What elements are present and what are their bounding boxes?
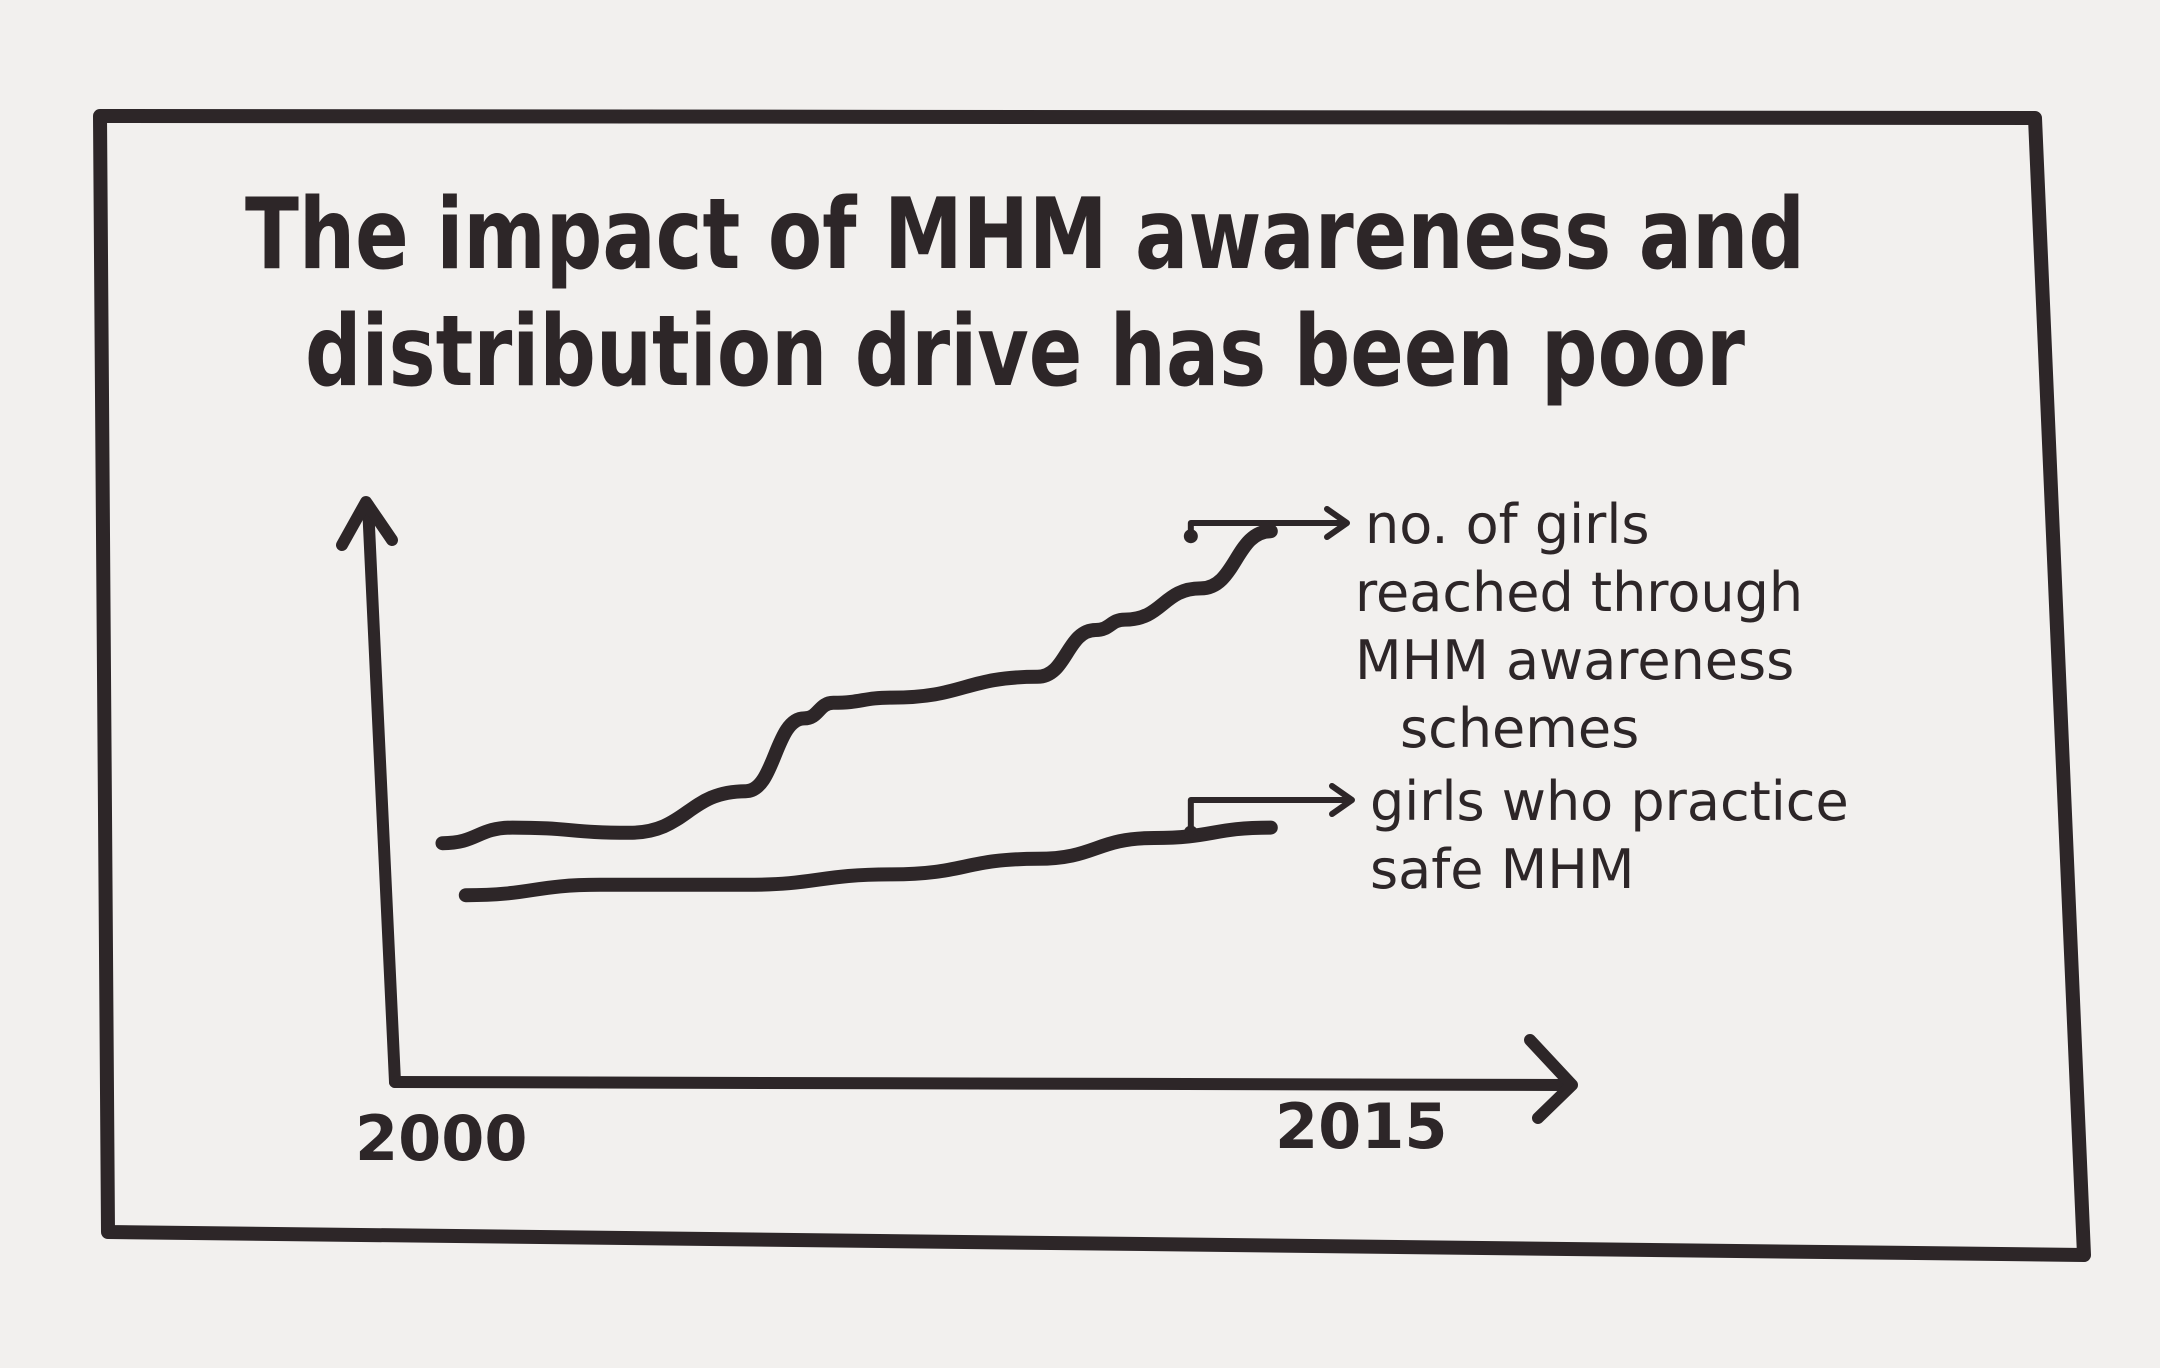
y-axis bbox=[362, 499, 401, 1088]
series-label-2-line-1: girls who practice bbox=[1370, 770, 1849, 833]
x-tick-label-2015: 2015 bbox=[1275, 1090, 1448, 1163]
series-line-2 bbox=[458, 820, 1278, 903]
series-label-2-line-2: safe MHM bbox=[1370, 838, 1634, 901]
x-axis bbox=[389, 1076, 1571, 1091]
chart-title-line-2: distribution drive has been poor bbox=[305, 295, 1746, 409]
x-tick-labels: 2000 2015 bbox=[355, 1090, 1448, 1175]
chart-title-line-1: The impact of MHM awareness and bbox=[245, 178, 1805, 292]
annotation-leader-1 bbox=[1187, 520, 1348, 540]
series-lines bbox=[435, 524, 1278, 903]
series-label-1-line-3: MHM awareness bbox=[1355, 629, 1794, 692]
annotation-arrowhead-1 bbox=[1324, 506, 1350, 540]
chart-border-frame bbox=[93, 109, 2091, 1262]
series-label-1-line-1: no. of girls bbox=[1365, 493, 1649, 556]
series-line-1 bbox=[435, 524, 1278, 851]
y-axis-arrowhead bbox=[336, 496, 398, 551]
annotation-arrowhead-2 bbox=[1329, 783, 1355, 817]
series-label-1-line-4: schemes bbox=[1400, 697, 1639, 760]
annotation-leader-2 bbox=[1187, 797, 1353, 836]
x-axis-arrowhead bbox=[1524, 1034, 1578, 1124]
series-label-1-line-2: reached through bbox=[1355, 561, 1803, 624]
x-tick-label-2000: 2000 bbox=[355, 1102, 528, 1175]
